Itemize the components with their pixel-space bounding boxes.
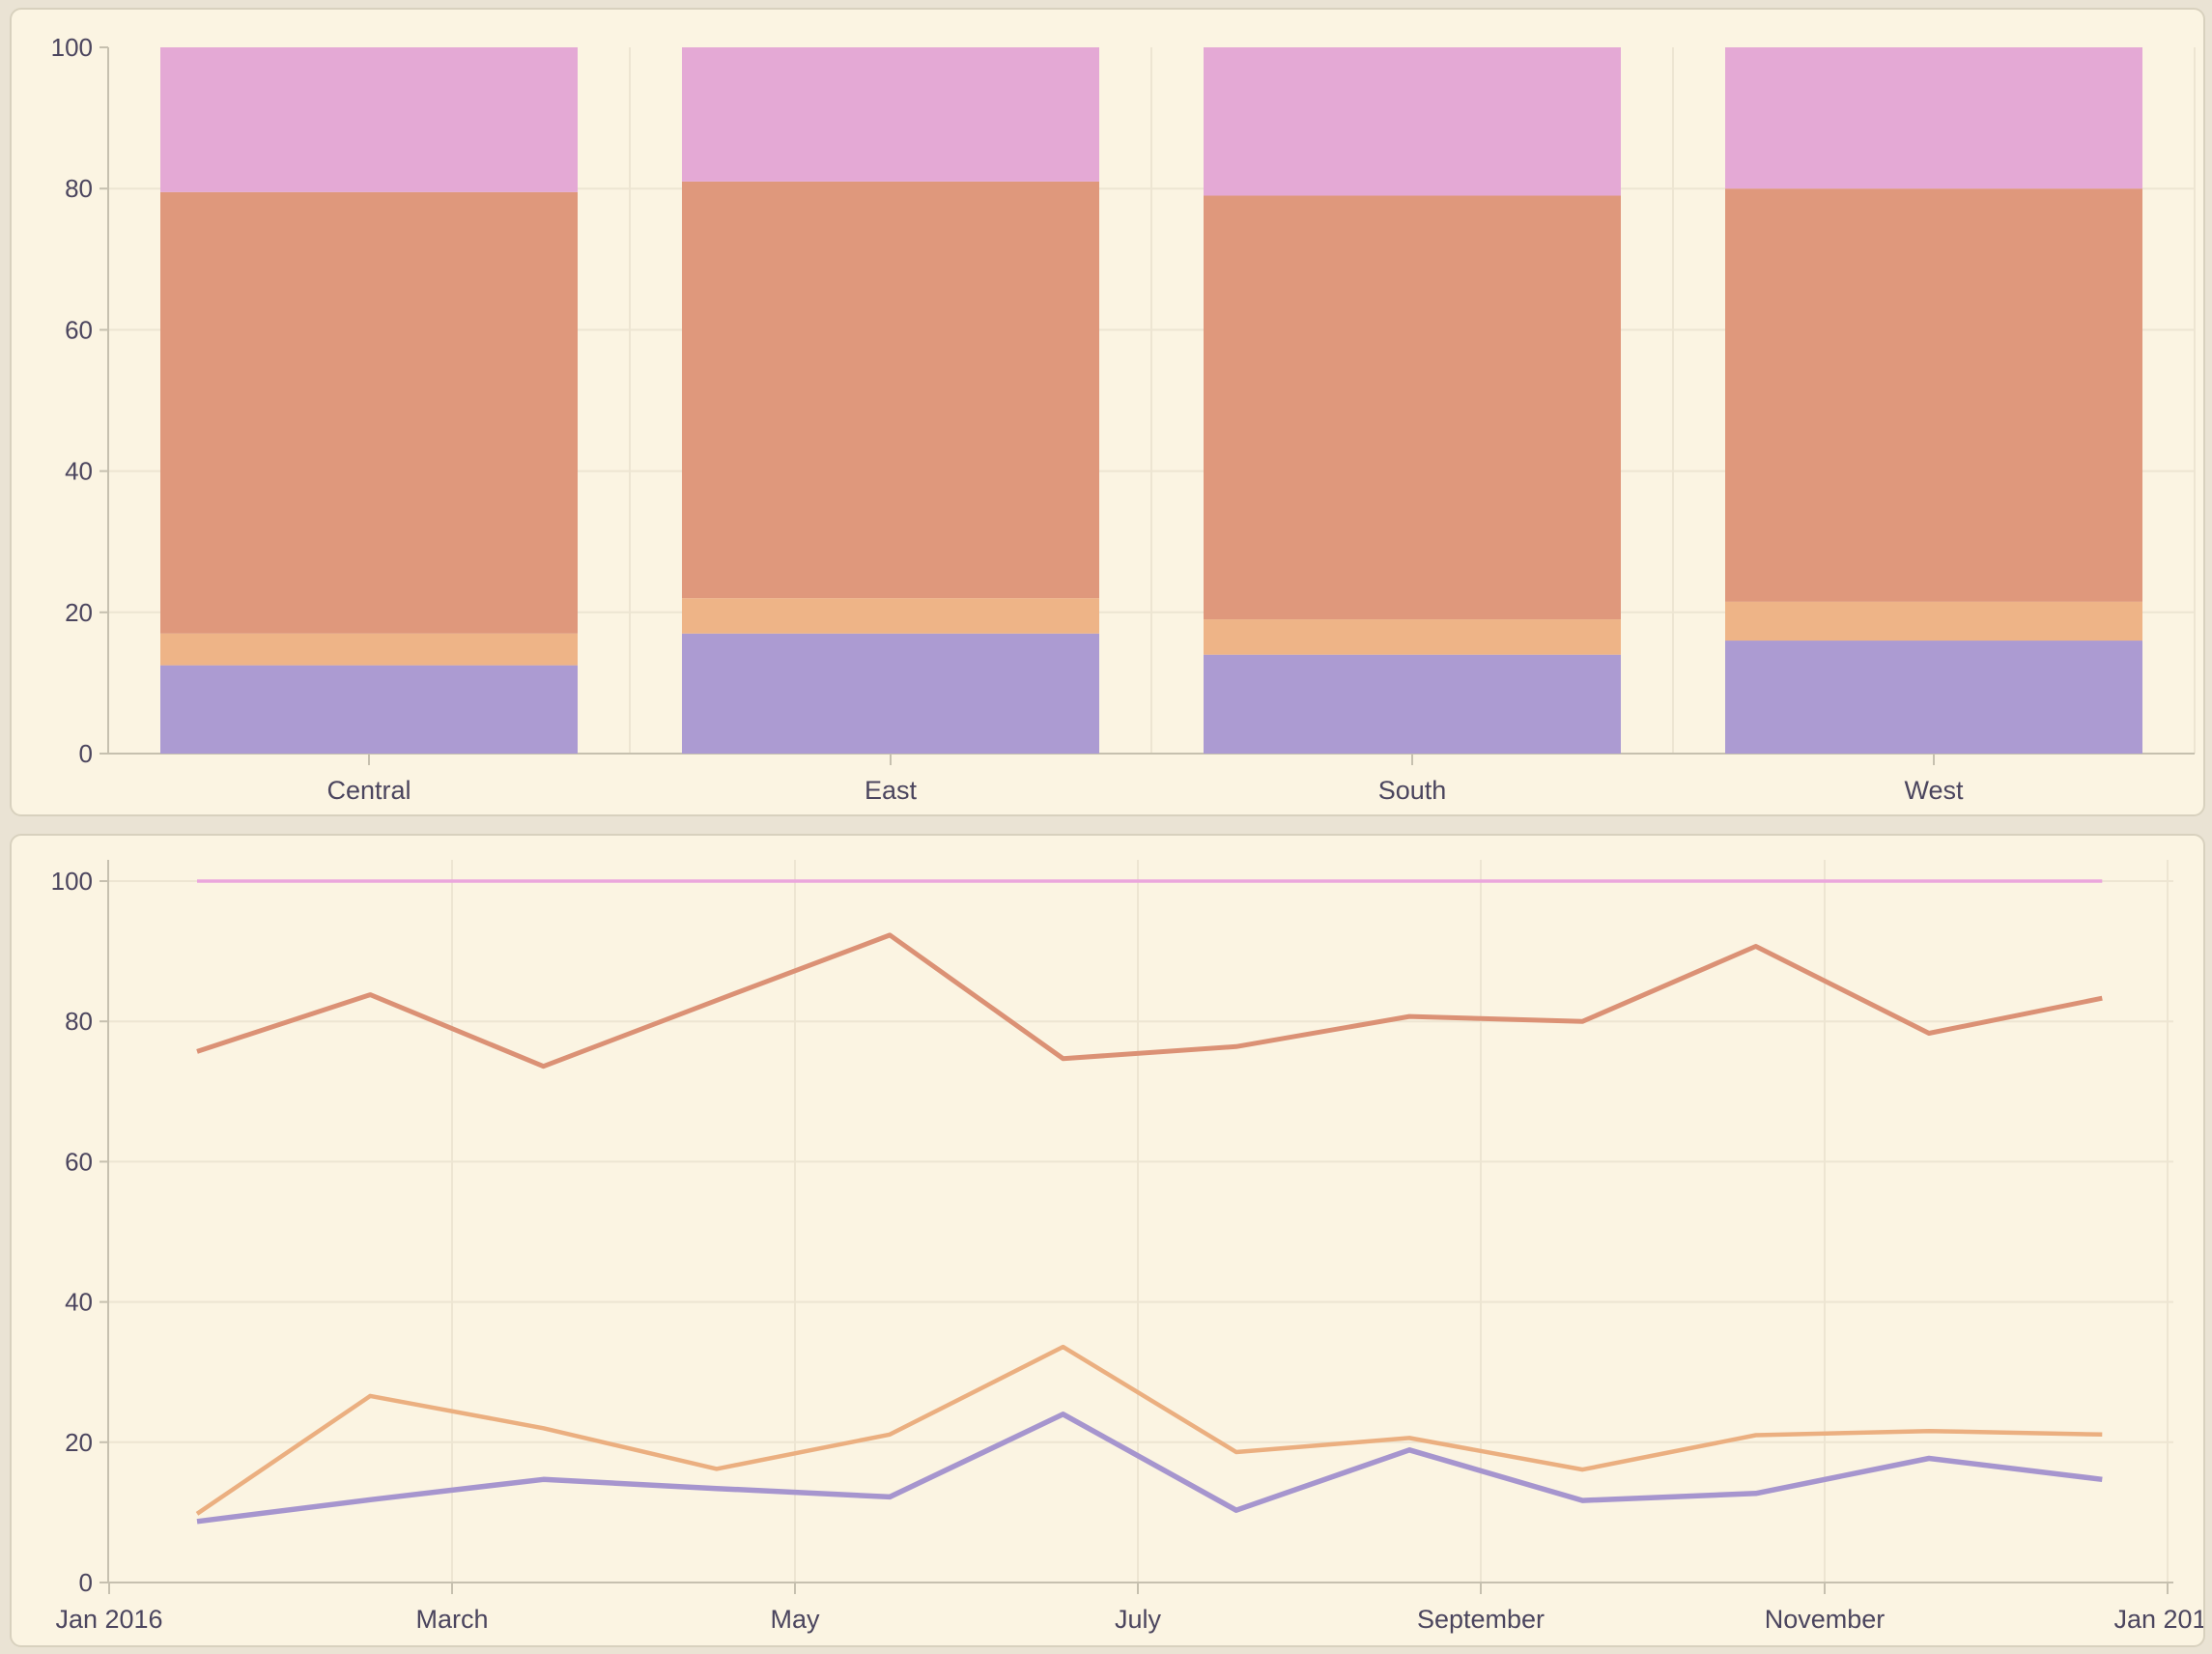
category-label-central: Central — [326, 776, 411, 805]
bar-segment-salmon-west[interactable] — [1725, 188, 2142, 602]
y-tick-label: 100 — [51, 867, 93, 896]
bar-segment-pink-west[interactable] — [1725, 47, 2142, 189]
x-tick-label-jan-2017: Jan 2017 — [2113, 1605, 2205, 1634]
bar-segment-orange-south[interactable] — [1204, 619, 1621, 655]
y-tick-label: 40 — [65, 457, 93, 486]
bar-segment-pink-east[interactable] — [682, 47, 1099, 182]
line-orange[interactable] — [195, 1344, 2103, 1516]
bar-segment-orange-west[interactable] — [1725, 601, 2142, 642]
line-chart-card: 0 20 40 60 80 100 Jan 2016 March May July Septembe… — [10, 834, 2205, 1647]
x-tick-label-july: July — [1115, 1605, 1162, 1634]
bar-segment-salmon-south[interactable] — [1204, 195, 1621, 620]
x-tick-label-march: March — [415, 1605, 488, 1634]
y-tick-label: 0 — [79, 1568, 93, 1597]
x-tick-label-may: May — [770, 1605, 820, 1634]
y-tick-label: 40 — [65, 1288, 93, 1317]
bar-segment-orange-east[interactable] — [682, 598, 1099, 634]
bar-segment-purple-west[interactable] — [1725, 641, 2142, 754]
y-tick-label: 80 — [65, 1007, 93, 1036]
bar-segment-purple-east[interactable] — [682, 633, 1099, 754]
category-label-east: East — [865, 776, 918, 805]
y-tick-label: 60 — [65, 1147, 93, 1176]
x-tick-label-jan-2016: Jan 2016 — [55, 1605, 162, 1634]
x-tick-label-november: November — [1765, 1605, 1886, 1634]
bar-segment-pink-central[interactable] — [160, 47, 578, 192]
bar-segment-pink-south[interactable] — [1204, 47, 1621, 196]
y-tick-label: 20 — [65, 598, 93, 627]
x-tick-label-september: September — [1417, 1605, 1545, 1634]
y-tick-label: 60 — [65, 315, 93, 344]
line-purple[interactable] — [196, 1412, 2103, 1525]
line-chart: 0 20 40 60 80 100 Jan 2016 March May July Septembe… — [51, 860, 2205, 1634]
bar-segment-orange-central[interactable] — [160, 633, 578, 666]
line-salmon[interactable] — [196, 932, 2103, 1069]
category-label-west: West — [1904, 776, 1964, 805]
category-label-south: South — [1378, 776, 1447, 805]
bar-segment-purple-central[interactable] — [160, 665, 578, 754]
y-tick-label: 100 — [51, 33, 93, 62]
y-tick-label: 80 — [65, 174, 93, 203]
bar-segment-salmon-east[interactable] — [682, 181, 1099, 599]
y-tick-label: 20 — [65, 1428, 93, 1457]
bar-segment-purple-south[interactable] — [1204, 654, 1621, 754]
bar-segment-salmon-central[interactable] — [160, 191, 578, 634]
y-tick-label: 0 — [79, 739, 93, 768]
stacked-bar-chart-card: 0 20 40 60 80 100 Central East South West — [10, 8, 2205, 816]
stacked-bar-chart: 0 20 40 60 80 100 Central East South West — [51, 33, 2196, 805]
